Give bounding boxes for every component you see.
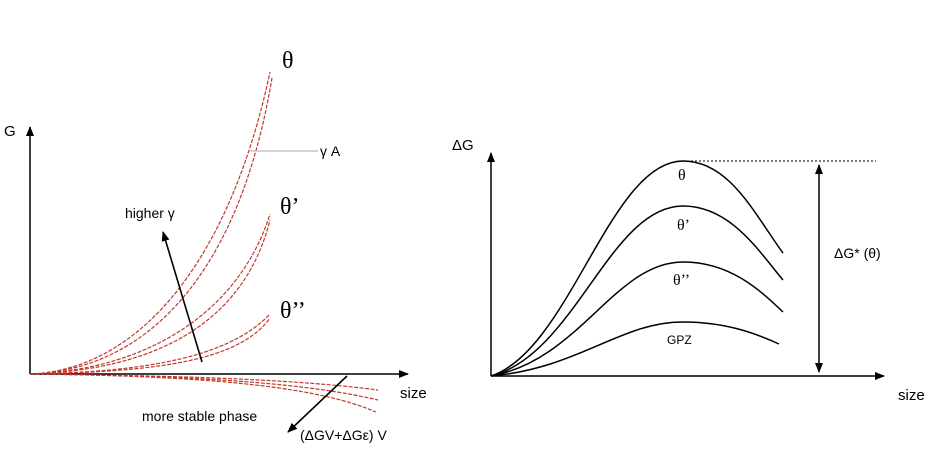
curve-theta-prime-surface-2 — [29, 219, 271, 375]
curve-volume-1 — [29, 373, 379, 391]
curve-theta-surface — [29, 71, 271, 375]
gamma-a-label: γ A — [320, 143, 341, 159]
curve-gpz — [490, 321, 780, 377]
right-label-theta-dprime: θ’’ — [673, 272, 690, 289]
curve-theta-dprime-surface-2 — [29, 317, 271, 375]
left-label-theta-dprime: θ’’ — [280, 298, 306, 324]
curve-theta-surface-2 — [29, 77, 273, 375]
stable-phase-arrow — [287, 375, 348, 433]
curve-theta-prime-surface — [29, 213, 271, 375]
curve-theta-dprime — [490, 261, 784, 377]
left-diagram: G size θ θ’ θ’’ γ A higher γ more stable… — [4, 48, 427, 443]
left-y-axis-label: G — [4, 123, 16, 140]
volume-term-label: (ΔGV+ΔGε) V — [300, 427, 387, 443]
stable-phase-label: more stable phase — [142, 408, 257, 424]
right-diagram: ΔG size θ θ’ θ’’ GPZ ΔG* (θ) — [452, 137, 925, 404]
right-label-theta: θ — [678, 167, 686, 184]
barrier-label: ΔG* (θ) — [834, 245, 881, 261]
curve-theta — [490, 160, 784, 377]
left-x-axis-label: size — [400, 385, 427, 402]
right-y-axis-label: ΔG — [452, 137, 474, 154]
higher-gamma-arrow — [161, 231, 203, 363]
right-label-theta-prime: θ’ — [677, 217, 690, 234]
higher-gamma-label: higher γ — [125, 205, 175, 221]
curve-theta-prime — [490, 205, 784, 377]
curve-theta-dprime-surface — [29, 313, 271, 375]
left-label-theta: θ — [282, 48, 294, 74]
curve-volume-3 — [29, 373, 377, 413]
left-label-theta-prime: θ’ — [280, 194, 300, 220]
right-label-gpz: GPZ — [667, 333, 692, 347]
right-x-axis-label: size — [898, 387, 925, 404]
